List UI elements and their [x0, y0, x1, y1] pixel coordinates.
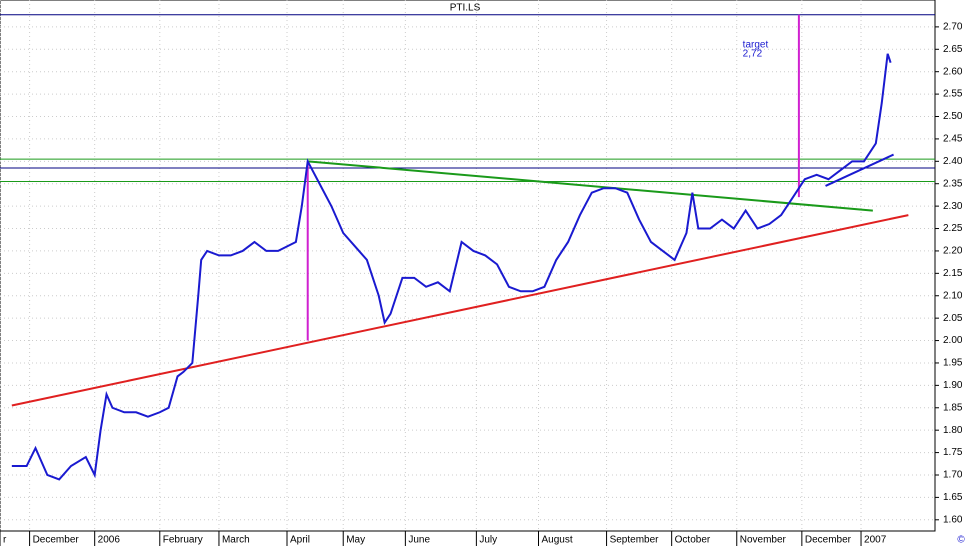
price-line: [11, 53, 892, 481]
y-tick-label: 2.55: [943, 89, 963, 100]
y-tick-label: 1.80: [943, 425, 963, 436]
y-tick-label: 2.65: [943, 44, 963, 55]
y-tick-label: 1.85: [943, 402, 963, 413]
y-tick-label: 1.65: [943, 492, 963, 503]
x-tick-label: r: [3, 535, 7, 546]
y-tick-label: 2.70: [943, 22, 963, 33]
x-tick-label: December: [33, 535, 80, 546]
trend-line: [825, 153, 894, 187]
y-tick-label: 1.70: [943, 470, 963, 481]
annotation: target: [743, 39, 769, 50]
x-tick-label: October: [675, 535, 711, 546]
y-tick-label: 2.25: [943, 223, 963, 234]
y-tick-label: 1.75: [943, 447, 963, 458]
x-tick-label: July: [479, 535, 497, 546]
x-tick-label: November: [740, 535, 787, 546]
plot-area: [0, 0, 936, 532]
annotation: 2,72: [743, 48, 763, 59]
trend-line: [307, 160, 873, 212]
x-tick-label: August: [542, 535, 573, 546]
x-tick-label: March: [222, 535, 250, 546]
x-tick-label: June: [408, 535, 430, 546]
x-tick-label: April: [290, 535, 310, 546]
y-tick-label: 2.35: [943, 178, 963, 189]
y-tick-label: 2.00: [943, 335, 963, 346]
y-tick-label: 2.60: [943, 66, 963, 77]
x-tick-label: 2007: [864, 535, 887, 546]
x-tick-label: December: [805, 535, 852, 546]
y-tick-label: 2.10: [943, 290, 963, 301]
y-tick-label: 2.45: [943, 134, 963, 145]
y-tick-label: 2.05: [943, 313, 963, 324]
y-tick-label: 1.90: [943, 380, 963, 391]
y-tick-label: 1.95: [943, 358, 963, 369]
y-tick-label: 2.15: [943, 268, 963, 279]
y-tick-label: 2.40: [943, 156, 963, 167]
y-tick-label: 2.50: [943, 111, 963, 122]
y-tick-label: 2.30: [943, 201, 963, 212]
copyright: ©: [957, 535, 965, 546]
x-tick-label: 2006: [98, 535, 121, 546]
x-tick-label: May: [346, 535, 365, 546]
x-tick-label: February: [163, 535, 203, 546]
trend-line: [11, 214, 909, 407]
x-tick-label: September: [610, 535, 660, 546]
chart-title: PTI.LS: [450, 3, 481, 14]
y-tick-label: 1.60: [943, 514, 963, 525]
y-tick-label: 2.20: [943, 246, 963, 257]
